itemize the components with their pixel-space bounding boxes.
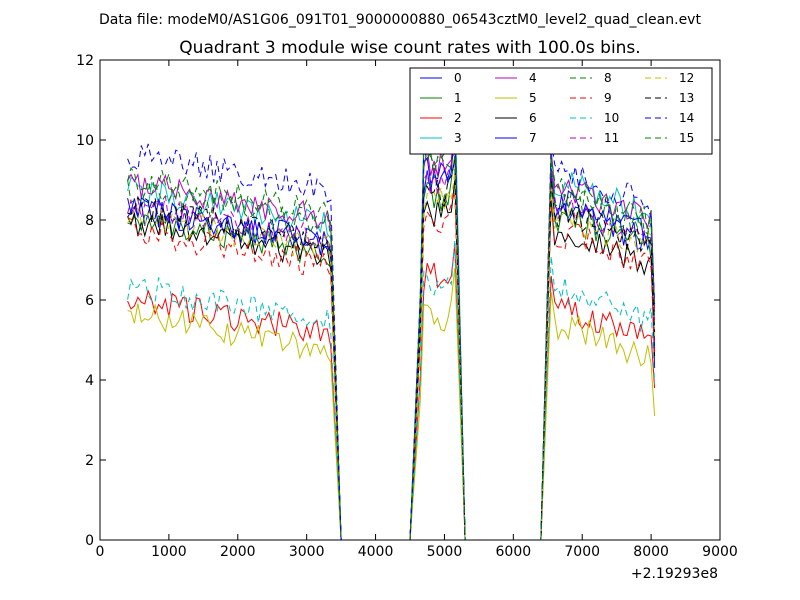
series-line-4	[127, 123, 656, 541]
legend-label-3: 3	[454, 131, 462, 145]
series-line-3	[127, 91, 656, 541]
x-tick-label: 9000	[702, 544, 738, 560]
y-tick-label: 6	[85, 293, 94, 309]
series-line-6	[127, 179, 656, 541]
legend-label-4: 4	[529, 71, 537, 85]
legend-box	[409, 67, 713, 155]
chart-title: Quadrant 3 module wise count rates with …	[179, 38, 640, 58]
series-line-15	[127, 139, 656, 541]
series-line-1	[127, 155, 656, 541]
series-line-8	[127, 131, 656, 541]
x-tick-label: 0	[96, 544, 105, 560]
series-line-7	[127, 135, 656, 541]
series-line-10	[127, 239, 656, 541]
legend-label-10: 10	[604, 111, 619, 125]
legend-label-6: 6	[529, 111, 537, 125]
plot-series-group	[127, 91, 656, 541]
y-tick-label: 0	[85, 533, 94, 549]
legend-label-14: 14	[679, 111, 694, 125]
legend-label-2: 2	[454, 111, 462, 125]
series-line-5	[127, 267, 656, 541]
y-tick-label: 10	[76, 133, 94, 149]
x-tick-label: 7000	[564, 544, 600, 560]
y-tick-label: 2	[85, 453, 94, 469]
x-tick-label: 3000	[289, 544, 325, 560]
y-tick-label: 4	[85, 373, 94, 389]
legend-label-7: 7	[529, 131, 537, 145]
series-line-13	[127, 159, 656, 541]
x-tick-label: 4000	[358, 544, 394, 560]
y-tick-label: 8	[85, 213, 94, 229]
chart-suptitle: Data file: modeM0/AS1G06_091T01_90000008…	[99, 12, 701, 28]
series-line-12	[127, 171, 656, 541]
series-line-2	[127, 243, 656, 541]
series-line-14	[127, 115, 656, 541]
legend-label-8: 8	[604, 71, 612, 85]
x-tick-label: 2000	[220, 544, 256, 560]
legend-label-12: 12	[679, 71, 694, 85]
legend-label-1: 1	[454, 91, 462, 105]
x-tick-label: 1000	[151, 544, 187, 560]
legend-label-9: 9	[604, 91, 612, 105]
legend-label-0: 0	[454, 71, 462, 85]
series-line-0	[127, 127, 656, 541]
legend-label-13: 13	[679, 91, 694, 105]
x-tick-label: 5000	[427, 544, 463, 560]
y-tick-label: 12	[76, 53, 94, 69]
legend-label-5: 5	[529, 91, 537, 105]
legend-label-15: 15	[679, 131, 694, 145]
x-tick-label: 8000	[633, 544, 669, 560]
x-tick-label: 6000	[496, 544, 532, 560]
x-offset-label: +2.19293e8	[631, 566, 718, 582]
legend-label-11: 11	[604, 131, 619, 145]
axis-ticks-group: 0 1000 2000 3000 4000 5000 6000 7000 8000 9000 0 2 4…	[76, 53, 738, 560]
